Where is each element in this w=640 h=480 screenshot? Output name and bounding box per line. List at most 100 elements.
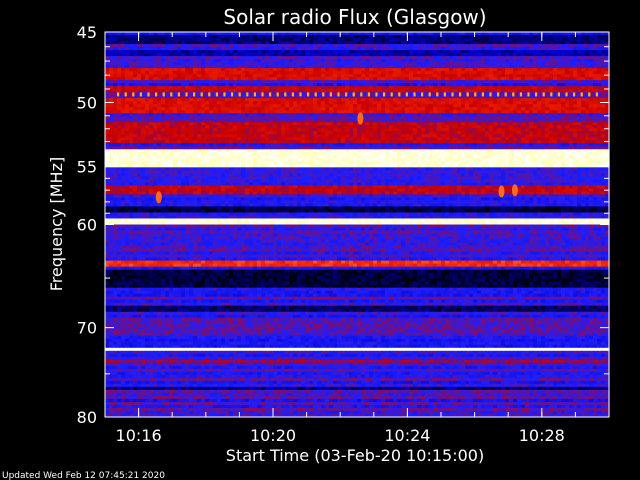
spectrogram-cell — [533, 116, 538, 120]
spectrogram-cell — [325, 53, 330, 57]
spectrogram-cell — [293, 56, 298, 60]
spectrogram-cell — [145, 44, 150, 48]
spectrogram-cell — [421, 107, 426, 111]
spectrogram-cell — [297, 128, 302, 132]
spectrogram-cell — [501, 113, 506, 117]
spectrogram-cell — [449, 74, 454, 78]
spectrogram-cell — [113, 101, 118, 105]
spectrogram-cell — [573, 131, 578, 135]
spectrogram-cell — [113, 128, 118, 132]
spectrogram-cell — [369, 95, 374, 99]
spectrogram-cell — [477, 134, 482, 138]
spectrogram-cell — [105, 131, 110, 135]
spectrogram-cell — [585, 59, 590, 63]
spectrogram-cell — [369, 56, 374, 60]
spectrogram-cell — [341, 50, 346, 54]
spectrogram-cell — [389, 143, 394, 147]
spectrogram-cell — [377, 80, 382, 84]
spectrogram-cell — [465, 83, 470, 87]
spectrogram-cell — [109, 128, 114, 132]
spectrogram-cell — [393, 119, 398, 123]
spectrogram-cell — [589, 83, 594, 87]
spectrogram-cell — [257, 80, 262, 84]
spectrogram-cell — [209, 116, 214, 120]
spectrogram-cell — [589, 140, 594, 144]
spectrogram-cell — [381, 83, 386, 87]
spectrogram-cell — [569, 68, 574, 72]
spectrogram-cell — [153, 32, 158, 36]
spectrogram-cell — [237, 62, 242, 66]
spectrogram-cell — [273, 113, 278, 117]
spectrogram-cell — [149, 47, 154, 51]
spectrogram-cell — [293, 125, 298, 129]
spectrogram-cell — [465, 59, 470, 63]
spectrogram-cell — [425, 86, 430, 90]
spectrogram-cell — [237, 98, 242, 102]
spectrogram-cell — [237, 128, 242, 132]
spectrogram-cell — [397, 134, 402, 138]
spectrogram-cell — [345, 56, 350, 60]
spectrogram-cell — [445, 47, 450, 51]
spectrogram-cell — [281, 62, 286, 66]
spectrogram-cell — [597, 110, 602, 114]
spectrogram-cell — [569, 128, 574, 132]
spectrogram-cell — [437, 35, 442, 39]
spectrogram-cell — [105, 77, 110, 81]
spectrogram-cell — [117, 110, 122, 114]
spectrogram-cell — [593, 59, 598, 63]
spectrogram-cell — [477, 53, 482, 57]
spectrogram-cell — [601, 137, 606, 141]
spectrogram-cell — [561, 80, 566, 84]
spectrogram-cell — [389, 59, 394, 63]
spectrogram-cell — [321, 86, 326, 90]
spectrogram-cell — [269, 119, 274, 123]
spectrogram-cell — [317, 71, 322, 75]
spectrogram-cell — [149, 44, 154, 48]
spectrogram-cell — [401, 47, 406, 51]
spectrogram-cell — [165, 137, 170, 141]
spectrogram-cell — [177, 44, 182, 48]
spectrogram-cell — [141, 119, 146, 123]
spectrogram-cell — [225, 41, 230, 45]
spectrogram-cell — [365, 98, 370, 102]
spectrogram-cell — [389, 32, 394, 36]
spectrogram-cell — [197, 134, 202, 138]
spectrogram-cell — [481, 113, 486, 117]
spectrogram-cell — [181, 116, 186, 120]
spectrogram-cell — [309, 113, 314, 117]
spectrogram-cell — [489, 143, 494, 147]
spectrogram-cell — [341, 104, 346, 108]
spectrogram-cell — [161, 56, 166, 60]
spectrogram-cell — [289, 47, 294, 51]
spectrogram-cell — [573, 122, 578, 126]
spectrogram-cell — [129, 62, 134, 66]
spectrogram-cell — [141, 92, 146, 96]
spectrogram-cell — [293, 116, 298, 120]
spectrogram-cell — [493, 62, 498, 66]
spectrogram-cell — [305, 128, 310, 132]
spectrogram-cell — [145, 101, 150, 105]
spectrogram-cell — [349, 140, 354, 144]
spectrogram-cell — [585, 116, 590, 120]
spectrogram-cell — [557, 71, 562, 75]
spectrogram-cell — [337, 119, 342, 123]
spectrogram-cell — [133, 38, 138, 42]
spectrogram-cell — [561, 68, 566, 72]
spectrogram-cell — [529, 143, 534, 147]
spectrogram-cell — [137, 119, 142, 123]
spectrogram-cell — [361, 92, 366, 96]
spectrogram-cell — [405, 95, 410, 99]
spectrogram-cell — [241, 71, 246, 75]
spectrogram-cell — [205, 113, 210, 117]
spectrogram-cell — [113, 98, 118, 102]
spectrogram-cell — [133, 107, 138, 111]
spectrogram-cell — [117, 59, 122, 63]
spectrogram-cell — [569, 143, 574, 147]
spectrogram-cell — [465, 41, 470, 45]
spectrogram-cell — [133, 146, 138, 150]
spectrogram-cell — [377, 137, 382, 141]
spectrogram-cell — [205, 143, 210, 147]
spectrogram-cell — [249, 131, 254, 135]
spectrogram-cell — [245, 77, 250, 81]
spectrogram-cell — [485, 71, 490, 75]
